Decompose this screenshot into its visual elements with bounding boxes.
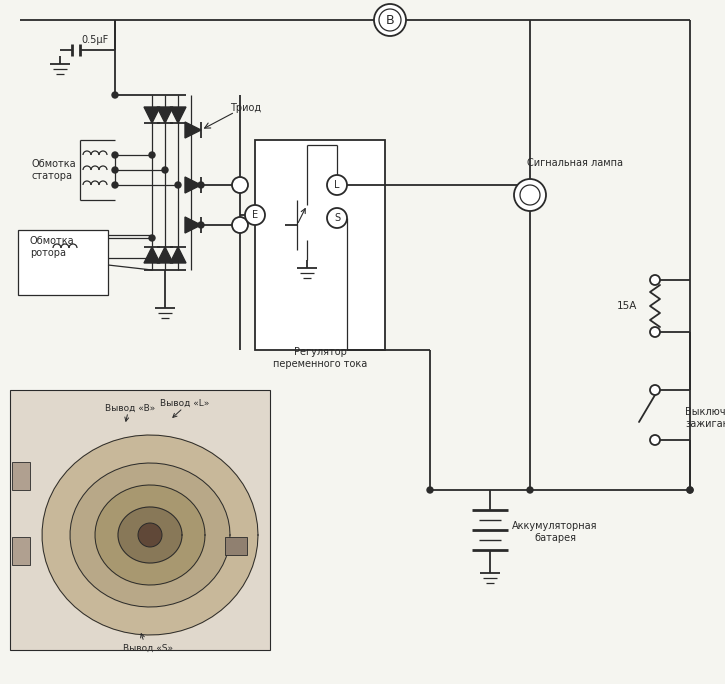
Circle shape <box>687 487 693 493</box>
Circle shape <box>327 175 347 195</box>
Text: 15A: 15A <box>617 301 637 311</box>
Bar <box>10 390 270 650</box>
Text: Вывод «B»: Вывод «B» <box>105 404 155 412</box>
Bar <box>225 537 247 555</box>
Circle shape <box>650 327 660 337</box>
Circle shape <box>374 4 406 36</box>
Circle shape <box>232 217 248 233</box>
Circle shape <box>427 487 433 493</box>
Text: Регулятор
переменного тока: Регулятор переменного тока <box>273 347 367 369</box>
Polygon shape <box>170 107 186 123</box>
Circle shape <box>527 487 533 493</box>
Polygon shape <box>170 247 186 263</box>
Polygon shape <box>118 507 182 563</box>
Text: Сигнальная лампа: Сигнальная лампа <box>527 158 623 168</box>
Circle shape <box>514 179 546 211</box>
Circle shape <box>112 182 118 188</box>
Text: Аккумуляторная
батарея: Аккумуляторная батарея <box>513 521 597 543</box>
Text: Триод: Триод <box>230 103 261 113</box>
Circle shape <box>245 205 265 225</box>
Circle shape <box>650 385 660 395</box>
Circle shape <box>198 222 204 228</box>
Text: B: B <box>386 14 394 27</box>
Circle shape <box>650 275 660 285</box>
Circle shape <box>198 182 204 188</box>
Circle shape <box>520 185 540 205</box>
Text: L: L <box>334 180 340 190</box>
Circle shape <box>149 235 155 241</box>
Circle shape <box>112 167 118 173</box>
Text: Обмотка
ротора: Обмотка ротора <box>30 236 75 258</box>
Circle shape <box>650 435 660 445</box>
Polygon shape <box>70 463 230 607</box>
Text: S: S <box>334 213 340 223</box>
Circle shape <box>379 9 401 31</box>
Circle shape <box>149 152 155 158</box>
Polygon shape <box>185 217 201 233</box>
Bar <box>12 537 30 565</box>
Circle shape <box>232 177 248 193</box>
Circle shape <box>112 92 118 98</box>
Polygon shape <box>157 247 173 263</box>
Polygon shape <box>42 435 258 635</box>
Polygon shape <box>144 107 160 123</box>
Bar <box>12 462 30 490</box>
Circle shape <box>162 167 168 173</box>
Text: 0.5μF: 0.5μF <box>81 35 109 45</box>
Polygon shape <box>144 247 160 263</box>
Circle shape <box>175 182 181 188</box>
Text: E: E <box>252 210 258 220</box>
Circle shape <box>112 152 118 158</box>
Bar <box>18 230 108 295</box>
Polygon shape <box>185 177 201 193</box>
Polygon shape <box>157 107 173 123</box>
Text: Вывод «L»: Вывод «L» <box>160 399 210 408</box>
Text: Вывод «S»: Вывод «S» <box>123 644 173 653</box>
Polygon shape <box>185 122 201 138</box>
Bar <box>255 140 385 350</box>
Circle shape <box>138 523 162 547</box>
Circle shape <box>687 487 693 493</box>
Circle shape <box>149 255 155 261</box>
Text: Выключатель
зажигания: Выключатель зажигания <box>685 407 725 429</box>
Polygon shape <box>95 485 205 585</box>
Text: Обмотка
статора: Обмотка статора <box>32 159 77 181</box>
Circle shape <box>327 208 347 228</box>
